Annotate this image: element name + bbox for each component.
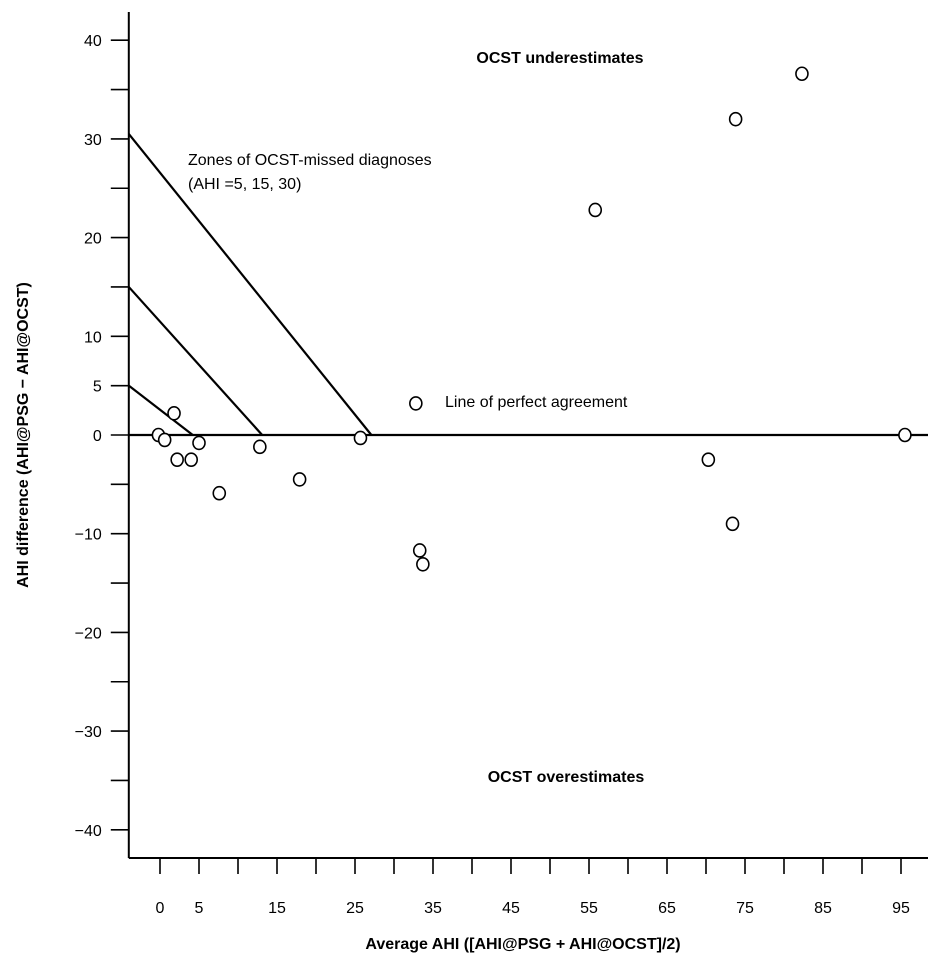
x-tick-label: 65 — [658, 900, 676, 917]
x-tick-label: 5 — [195, 900, 204, 917]
x-tick-label: 15 — [268, 900, 286, 917]
data-point — [167, 405, 181, 421]
y-tick-label: 0 — [93, 428, 102, 445]
data-point — [170, 452, 184, 467]
y-tick-label: 40 — [84, 33, 102, 50]
annotation-zones-missed-diagnoses: Zones of OCST-missed diagnoses — [188, 152, 432, 169]
annotation-ocst-overestimates: OCST overestimates — [488, 769, 645, 786]
data-point — [409, 396, 423, 411]
annotation-line-of-perfect-agreement: Line of perfect agreement — [445, 394, 628, 411]
data-point — [157, 432, 172, 448]
data-point — [701, 452, 716, 467]
x-tick-label: 85 — [814, 900, 832, 917]
y-tick-label: 10 — [84, 329, 102, 346]
data-point — [728, 111, 743, 127]
data-point — [292, 472, 307, 487]
x-ticks: 05152535455565758595105 — [156, 858, 910, 917]
data-point — [588, 202, 603, 218]
y-axis-label: AHI difference (AHI@PSG − AHI@OCST) — [15, 282, 32, 588]
data-points — [151, 66, 912, 572]
y-tick-label: 20 — [84, 231, 102, 248]
data-point — [416, 556, 430, 572]
reference-lines — [127, 133, 928, 437]
missed-zone-line-ahi-5 — [128, 384, 194, 436]
x-tick-label: 0 — [156, 900, 165, 917]
x-tick-label: 75 — [736, 900, 754, 917]
x-tick-label: 95 — [892, 900, 910, 917]
data-point — [898, 427, 912, 443]
data-point — [253, 439, 267, 455]
x-tick-label: 35 — [424, 900, 442, 917]
y-ticks: 40 30 20 10 5 0 −10 −20 −30 −40 — [75, 33, 129, 840]
y-tick-label: −40 — [75, 823, 102, 840]
data-point — [212, 485, 227, 501]
data-point — [795, 66, 809, 82]
y-tick-label: −20 — [75, 625, 102, 642]
x-tick-label: 55 — [580, 900, 598, 917]
data-point — [192, 435, 206, 451]
data-point — [184, 452, 198, 467]
annotation-zones-ahi-values: (AHI =5, 15, 30) — [188, 176, 301, 193]
data-point — [725, 516, 740, 532]
x-tick-label: 45 — [502, 900, 520, 917]
y-tick-label: 5 — [93, 379, 102, 396]
x-tick-label: 25 — [346, 900, 364, 917]
y-tick-label: −30 — [75, 724, 102, 741]
x-axis-label: Average AHI ([AHI@PSG + AHI@OCST]/2) — [365, 936, 680, 953]
missed-zone-line-ahi-30 — [127, 133, 373, 436]
y-tick-label: 30 — [84, 132, 102, 149]
data-point — [412, 543, 427, 558]
missed-zone-line-ahi-15 — [127, 286, 263, 436]
data-point — [353, 430, 368, 446]
annotation-ocst-underestimates: OCST underestimates — [476, 50, 643, 67]
y-tick-label: −10 — [75, 527, 102, 544]
